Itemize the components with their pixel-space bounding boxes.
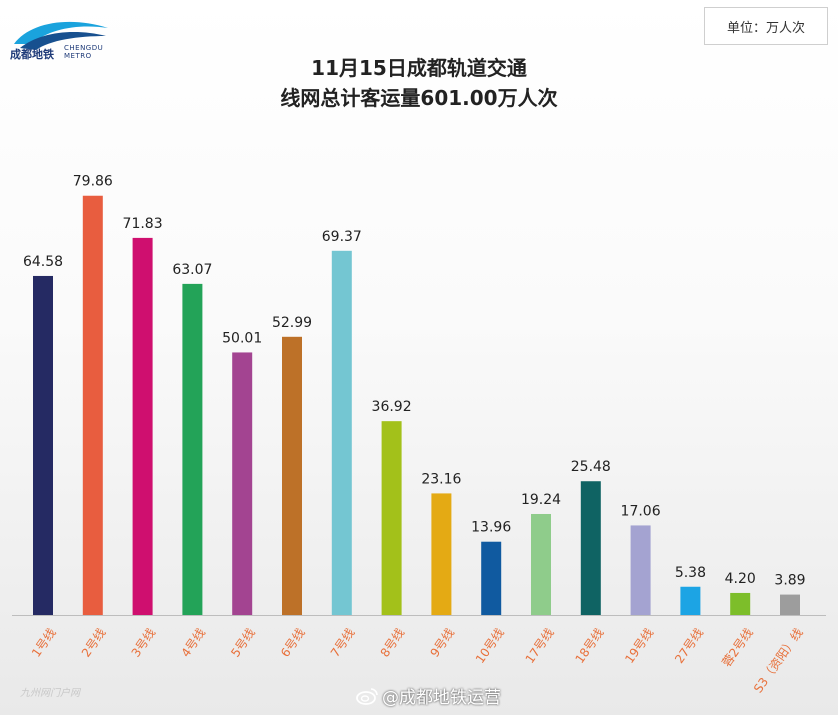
bar-12	[580, 481, 601, 615]
chart-title: 11月15日成都轨道交通	[311, 56, 527, 80]
logo-en-line1: CHENGDU	[64, 44, 104, 52]
bar-4	[182, 283, 203, 615]
x-tick-label-3: 3号线	[129, 626, 159, 660]
x-tick-label-15: 蓉2号线	[719, 626, 755, 670]
bar-7	[331, 250, 352, 615]
weibo-icon	[356, 687, 378, 705]
bar-9	[431, 493, 452, 615]
bar-5	[232, 352, 253, 615]
bar-15	[730, 592, 751, 615]
bar-1	[33, 275, 53, 615]
data-label-6: 52.99	[272, 315, 312, 331]
logo-text: 成都地铁	[10, 48, 54, 61]
x-tick-label-7: 7号线	[328, 626, 358, 660]
data-label-5: 50.01	[222, 330, 262, 346]
data-label-14: 5.38	[675, 565, 706, 581]
data-label-13: 17.06	[621, 503, 661, 519]
watermark-text: @成都地铁运营	[382, 688, 501, 708]
x-tick-label-11: 17号线	[523, 626, 557, 666]
logo-english-text: CHENGDU METRO	[64, 44, 103, 60]
bar-13	[630, 525, 651, 615]
bar-8	[381, 421, 402, 615]
bar-6	[282, 336, 302, 615]
x-tick-label-8: 8号线	[378, 626, 408, 660]
data-label-3: 71.83	[123, 216, 163, 232]
x-tick-label-10: 10号线	[473, 626, 507, 666]
weibo-watermark: @成都地铁运营	[356, 683, 501, 708]
source-watermark: 九州网门户网	[20, 688, 80, 699]
x-tick-label-12: 18号线	[572, 626, 606, 666]
data-label-10: 13.96	[471, 520, 511, 536]
bar-3	[132, 237, 153, 615]
bar-14	[680, 586, 701, 615]
data-label-7: 69.37	[322, 229, 362, 245]
x-tick-label-6: 6号线	[278, 626, 308, 660]
x-tick-label-5: 5号线	[228, 626, 258, 660]
bar-10	[481, 541, 502, 615]
data-label-15: 4.20	[725, 571, 756, 587]
data-label-2: 79.86	[73, 174, 113, 190]
data-label-16: 3.89	[774, 573, 805, 589]
bar-16	[780, 594, 800, 615]
bar-11	[531, 513, 551, 615]
logo-en-line2: METRO	[64, 52, 92, 60]
data-label-9: 23.16	[421, 471, 461, 487]
data-label-1: 64.58	[23, 254, 63, 270]
chart-subtitle: 线网总计客运量601.00万人次	[280, 86, 558, 110]
x-tick-label-2: 2号线	[79, 626, 109, 660]
data-label-12: 25.48	[571, 459, 611, 475]
chengdu-metro-logo-icon	[14, 21, 108, 50]
unit-label: 单位：万人次	[704, 7, 828, 45]
data-label-4: 63.07	[172, 262, 212, 278]
bar-2	[82, 195, 103, 616]
x-tick-label-9: 9号线	[427, 626, 457, 660]
x-tick-label-4: 4号线	[178, 626, 208, 660]
x-tick-label-13: 19号线	[622, 626, 656, 666]
data-label-11: 19.24	[521, 492, 561, 508]
x-tick-label-1: 1号线	[29, 626, 59, 660]
data-label-8: 36.92	[372, 399, 412, 415]
x-tick-label-14: 27号线	[672, 626, 706, 666]
x-tick-label-16: S3（资阳）线	[751, 626, 806, 696]
